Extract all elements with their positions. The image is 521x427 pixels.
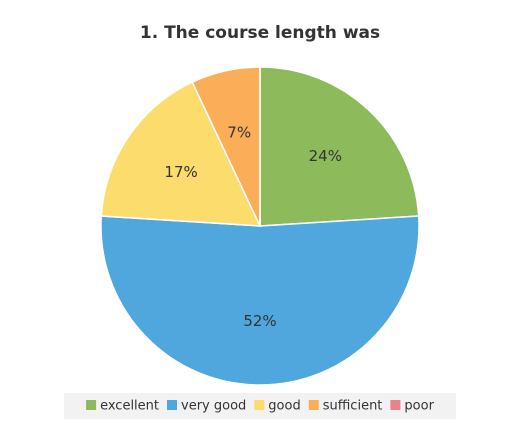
legend-label: excellent [100, 399, 159, 414]
legend-label: poor [404, 399, 434, 414]
legend-swatch [86, 400, 97, 410]
slice-label: 52% [243, 312, 276, 330]
legend-label: good [268, 399, 300, 414]
legend-swatch [390, 400, 401, 410]
legend-swatch [167, 400, 178, 410]
chart-title: 1. The course length was [140, 23, 380, 43]
legend-label: sufficient [323, 399, 383, 414]
pie-slice [100, 215, 420, 386]
slice-label: 17% [164, 163, 197, 181]
legend-swatch [254, 400, 265, 410]
legend-label: very good [181, 399, 246, 414]
pie-slice [100, 81, 262, 227]
legend: excellent very good good sufficient poor [86, 399, 435, 414]
slice-label: 7% [227, 123, 251, 141]
pie-slice [259, 66, 420, 227]
slice-label: 24% [309, 147, 342, 165]
legend-swatch [308, 400, 319, 410]
